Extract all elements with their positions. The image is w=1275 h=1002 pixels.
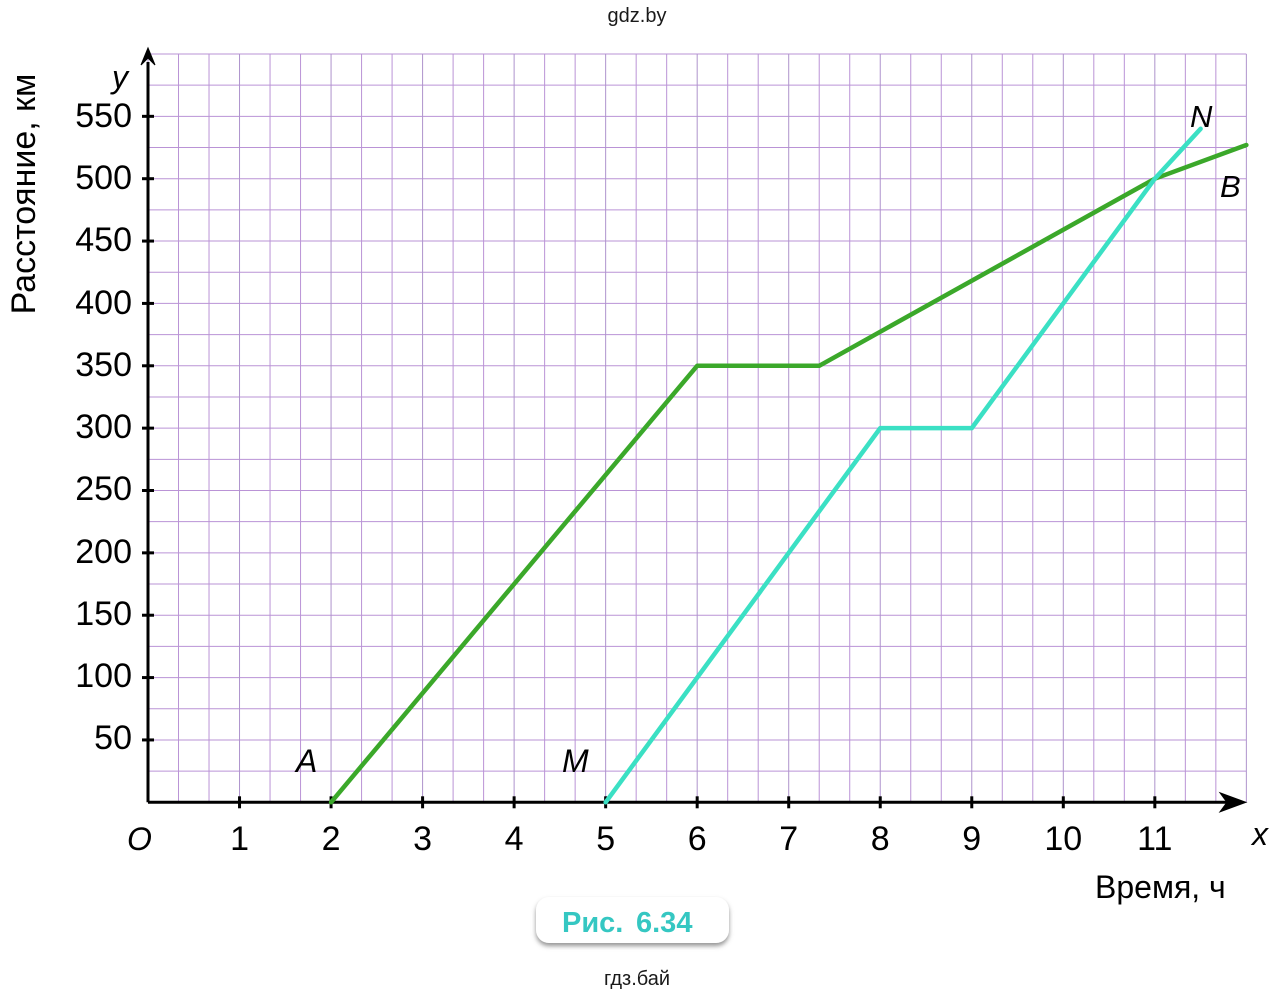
svg-text:150: 150	[75, 595, 132, 633]
svg-text:4: 4	[505, 820, 524, 858]
svg-text:9: 9	[962, 820, 981, 858]
svg-text:450: 450	[75, 221, 132, 259]
svg-text:gdz.by: gdz.by	[608, 5, 667, 27]
svg-text:8: 8	[871, 820, 890, 858]
svg-text:200: 200	[75, 533, 132, 571]
svg-text:550: 550	[75, 97, 132, 135]
svg-text:1: 1	[230, 820, 249, 858]
svg-text:M: M	[562, 743, 589, 779]
svg-text:100: 100	[75, 657, 132, 695]
svg-text:11: 11	[1137, 820, 1172, 858]
svg-text:400: 400	[75, 284, 132, 322]
svg-text:6: 6	[688, 820, 707, 858]
svg-text:50: 50	[94, 719, 132, 757]
svg-text:10: 10	[1044, 820, 1082, 858]
svg-text:5: 5	[596, 820, 615, 858]
svg-text:7: 7	[779, 820, 798, 858]
svg-text:2: 2	[322, 820, 341, 858]
svg-text:350: 350	[75, 346, 132, 384]
svg-text:N: N	[1190, 99, 1213, 134]
svg-text:A: A	[294, 743, 317, 779]
svg-text:Расстояние, км: Расстояние, км	[5, 74, 43, 315]
svg-text:6.34: 6.34	[636, 907, 692, 939]
svg-text:B: B	[1220, 169, 1241, 204]
svg-text:Рис.: Рис.	[562, 907, 623, 939]
svg-text:300: 300	[75, 408, 132, 446]
svg-text:гдз.бай: гдз.бай	[604, 968, 670, 990]
svg-text:Время, ч: Время, ч	[1095, 869, 1226, 905]
svg-text:y: y	[110, 59, 130, 95]
svg-text:x: x	[1250, 816, 1269, 852]
svg-text:250: 250	[75, 470, 132, 508]
svg-text:3: 3	[413, 820, 432, 858]
svg-text:O: O	[127, 821, 152, 857]
svg-text:500: 500	[75, 159, 132, 197]
